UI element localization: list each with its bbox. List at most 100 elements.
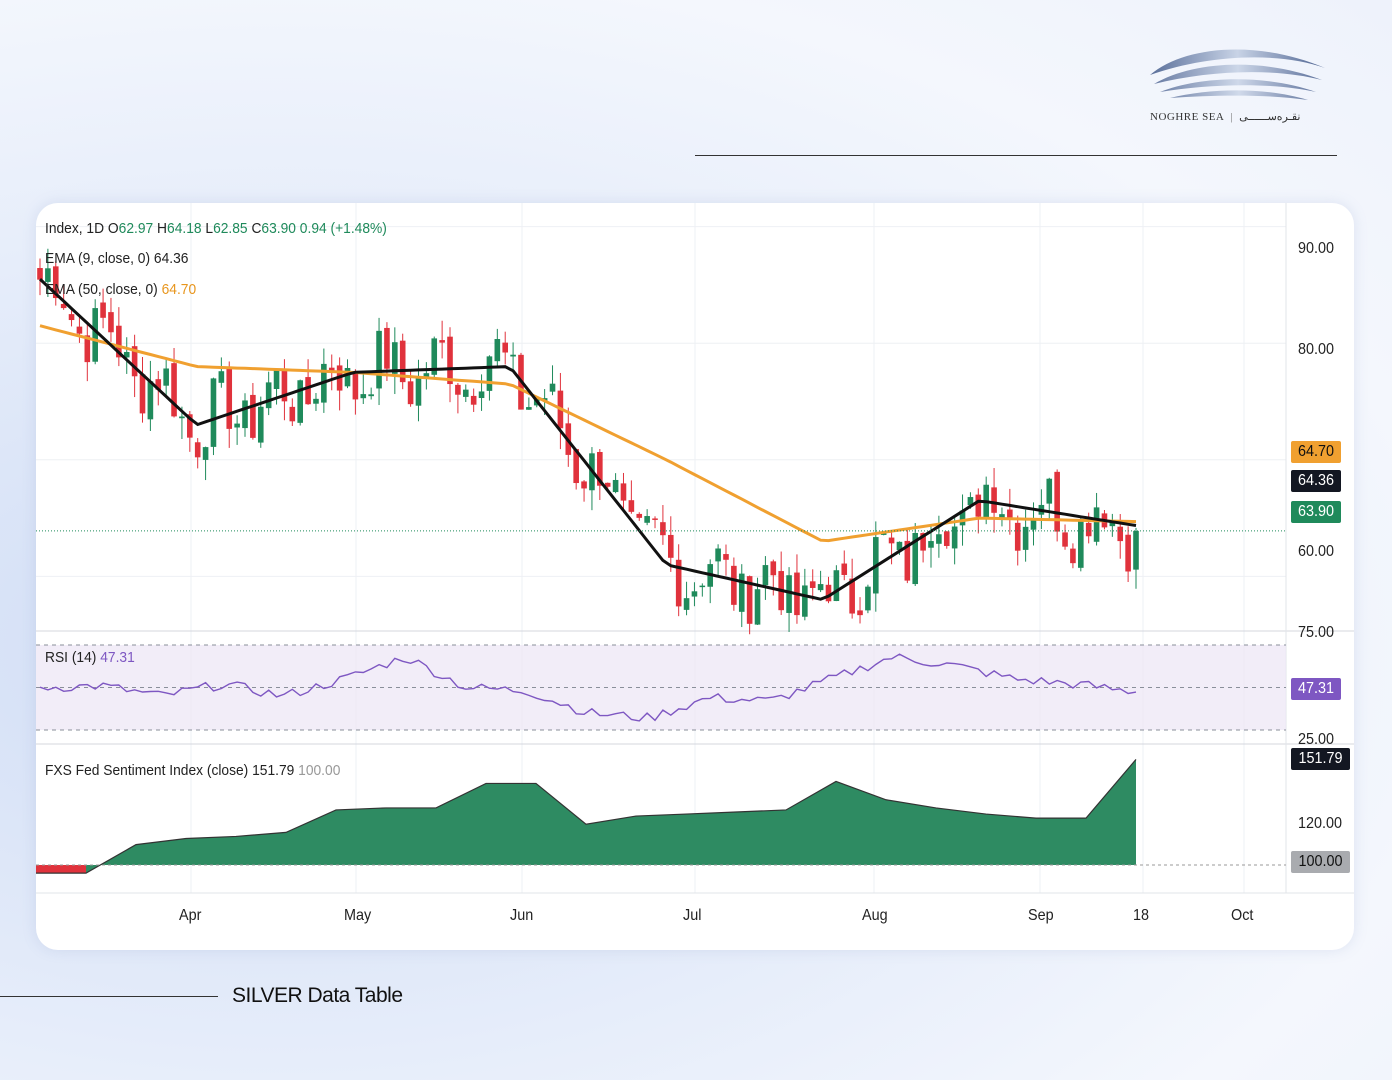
candle-body bbox=[242, 400, 248, 429]
candle-body bbox=[163, 368, 169, 386]
fxs-label: FXS Fed Sentiment Index (close) bbox=[45, 762, 249, 779]
candle-body bbox=[904, 540, 911, 581]
candle-body bbox=[715, 548, 721, 562]
low-label: L bbox=[205, 220, 214, 237]
candle-body bbox=[746, 576, 753, 624]
candle-body bbox=[660, 522, 666, 536]
rsi-line bbox=[39, 653, 1137, 722]
fxs-negative-area bbox=[36, 865, 86, 874]
candle-body bbox=[912, 532, 919, 585]
rsi-value: 47.31 bbox=[100, 649, 135, 666]
candle-body bbox=[108, 312, 114, 333]
candle-body bbox=[194, 442, 201, 458]
close-label: C bbox=[251, 220, 262, 237]
candle-body bbox=[620, 483, 627, 501]
candle-body bbox=[667, 534, 674, 558]
fxs-ref-value: 100.00 bbox=[298, 762, 341, 779]
candle-body bbox=[652, 518, 658, 520]
candle-body bbox=[612, 479, 619, 493]
candle-body bbox=[68, 314, 75, 321]
candle-body bbox=[439, 340, 445, 343]
change-value: 0.94 (+1.48%) bbox=[299, 220, 387, 237]
ema50-legend: EMA (50, close, 0) 64.70 bbox=[45, 281, 196, 298]
price-tick-60: 60.00 bbox=[1298, 543, 1335, 560]
candle-body bbox=[825, 584, 832, 602]
candle-body bbox=[470, 395, 477, 405]
candle-body bbox=[415, 377, 422, 406]
candle-body bbox=[281, 370, 288, 402]
candle-body bbox=[226, 367, 233, 429]
candle-body bbox=[92, 308, 98, 362]
time-tick-jun: Jun bbox=[510, 907, 534, 924]
candle-body bbox=[257, 406, 264, 443]
fxs-legend: FXS Fed Sentiment Index (close) 151.79 1… bbox=[45, 762, 340, 779]
chart-canvas bbox=[36, 203, 1354, 894]
ema9-value: 64.36 bbox=[153, 250, 189, 267]
candle-body bbox=[849, 578, 855, 614]
candle-body bbox=[447, 336, 453, 385]
fxs-value: 151.79 bbox=[252, 762, 295, 779]
candle-body bbox=[959, 510, 966, 526]
candle-body bbox=[289, 406, 296, 422]
candle-body bbox=[888, 537, 895, 544]
candle-body bbox=[1093, 507, 1100, 542]
candle-body bbox=[171, 363, 177, 417]
candle-body bbox=[187, 414, 193, 438]
candle-body bbox=[1125, 534, 1131, 572]
high-value: 64.18 bbox=[167, 220, 202, 237]
footer-divider bbox=[0, 996, 218, 997]
candle-body bbox=[502, 342, 509, 353]
candle-body bbox=[344, 367, 351, 387]
brand-name-en: NOGHRE SEA bbox=[1150, 111, 1225, 123]
candle-body bbox=[770, 561, 777, 576]
candle-body bbox=[857, 610, 863, 616]
time-tick-apr: Apr bbox=[179, 907, 202, 924]
candle-body bbox=[37, 268, 43, 280]
candle-body bbox=[841, 563, 848, 575]
candle-body bbox=[1030, 519, 1037, 530]
brand-wordmark: NOGHRE SEA | نقـره‌ســــــی bbox=[1150, 111, 1301, 123]
candle-body bbox=[273, 370, 280, 389]
candle-body bbox=[1078, 519, 1084, 568]
candle-body bbox=[1007, 509, 1013, 519]
candle-body bbox=[581, 481, 587, 489]
candle-body bbox=[60, 303, 67, 309]
rsi-legend: RSI (14) 47.31 bbox=[45, 649, 135, 666]
candle-body bbox=[1117, 526, 1124, 542]
rsi-tick-75: 75.00 bbox=[1298, 624, 1335, 641]
ema50-value: 64.70 bbox=[161, 281, 197, 298]
ema9-price-tag: 64.36 bbox=[1291, 470, 1342, 492]
candle-body bbox=[644, 516, 650, 523]
candle-body bbox=[865, 586, 871, 611]
candle-body bbox=[297, 380, 304, 423]
candle-body bbox=[991, 487, 997, 513]
open-value: 62.97 bbox=[118, 220, 154, 237]
price-tick-80: 80.00 bbox=[1298, 341, 1335, 358]
ohlc-legend: Index, 1D O62.97 H64.18 L62.85 C63.90 0.… bbox=[45, 220, 387, 237]
candle-body bbox=[455, 384, 461, 395]
candle-body bbox=[896, 541, 903, 551]
candle-body bbox=[549, 383, 556, 392]
time-tick-aug: Aug bbox=[862, 907, 888, 924]
ema50-label: EMA (50, close, 0) bbox=[45, 281, 158, 298]
candle-body bbox=[52, 266, 59, 299]
candle-body bbox=[675, 559, 682, 607]
candle-body bbox=[597, 451, 603, 486]
candle-body bbox=[1070, 548, 1076, 564]
candle-body bbox=[683, 598, 690, 610]
candle-body bbox=[802, 585, 808, 617]
candle-body bbox=[1085, 522, 1092, 537]
candle-body bbox=[943, 531, 950, 546]
candle-body bbox=[731, 565, 737, 605]
ema50-line bbox=[39, 324, 1137, 543]
candle-body bbox=[928, 541, 934, 548]
candle-body bbox=[494, 339, 501, 362]
candle-body bbox=[880, 533, 887, 535]
candle-body bbox=[147, 381, 154, 420]
candle-body bbox=[478, 391, 485, 399]
rsi-label: RSI (14) bbox=[45, 649, 97, 666]
candle-body bbox=[384, 327, 390, 369]
close-price-tag: 63.90 bbox=[1291, 501, 1342, 523]
candle-body bbox=[376, 330, 382, 389]
candle-body bbox=[1022, 526, 1029, 550]
